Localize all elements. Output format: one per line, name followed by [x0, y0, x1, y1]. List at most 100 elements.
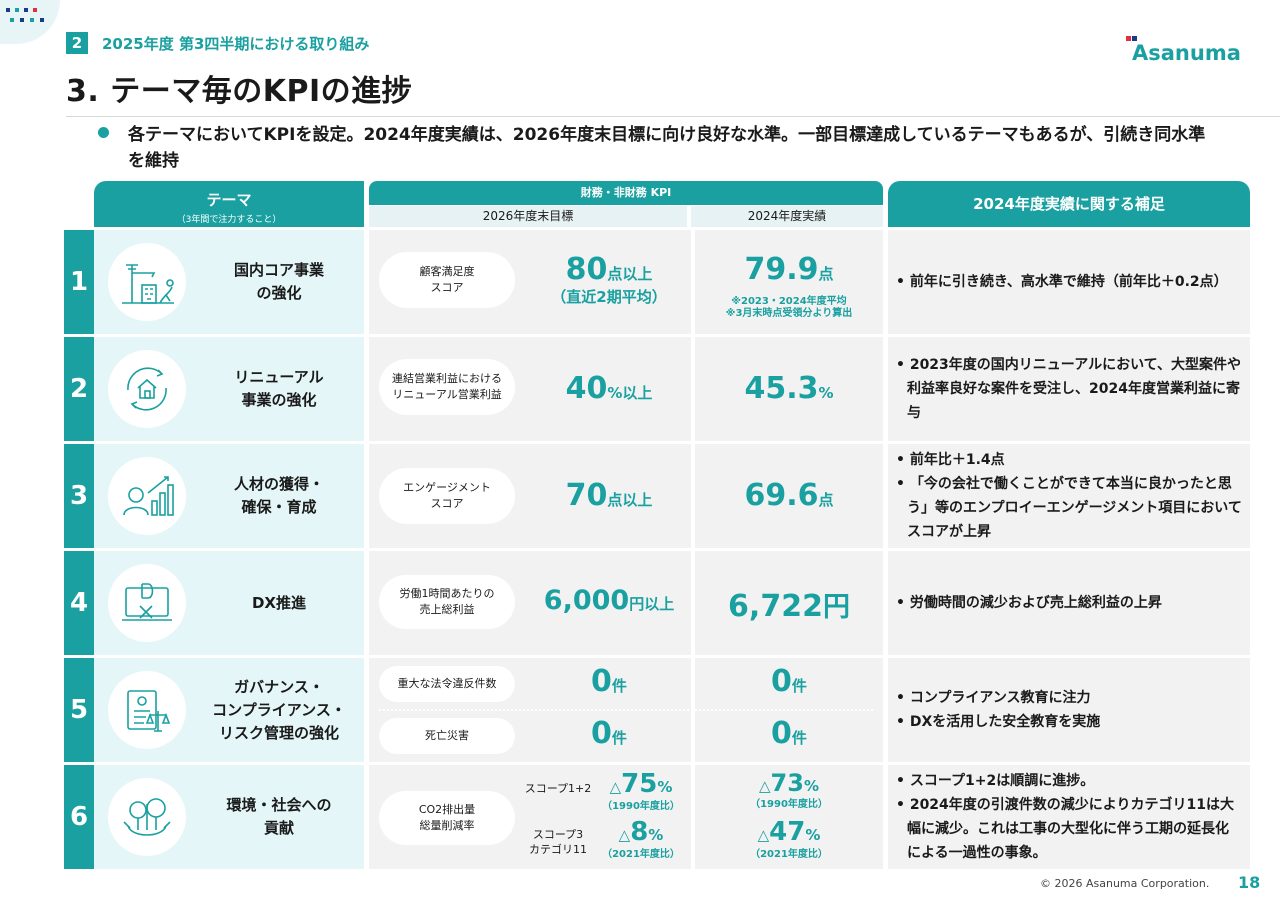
target-number: 6,000	[543, 585, 630, 616]
kpi-cell: エンゲージメント スコア 70点以上 69.6点	[369, 444, 883, 548]
note-line: • 2024年度の引渡件数の減少によりカテゴリ11は大幅に減少。これは工事の大型…	[896, 797, 1234, 861]
section-title: 2025年度 第3四半期における取り組み	[102, 35, 370, 53]
delta-mark: △	[757, 826, 770, 844]
kpi-label: 労働1時間あたりの 売上総利益	[379, 575, 515, 629]
actual-value: △73%	[695, 769, 883, 797]
kpi-cell: 重大な法令違反件数 死亡災害 0件 0件 0件 0件	[369, 658, 883, 762]
actual-number: 73	[770, 769, 804, 797]
note-line: • DXを活用した安全教育を実施	[896, 714, 1101, 730]
divider	[691, 444, 695, 548]
target-value: △8%	[595, 817, 687, 847]
actual-value: 79.9点	[695, 252, 883, 287]
eco-tree-icon	[123, 798, 171, 836]
actual-value: 0件	[695, 664, 883, 699]
actual-sub: （2021年度比）	[750, 849, 828, 860]
note-cell: • スコープ1+2は順調に進捗。 • 2024年度の引渡件数の減少によりカテゴリ…	[888, 765, 1250, 869]
kpi-label: CO2排出量 総量削減率	[379, 791, 515, 845]
header-actual: 2024年度実績	[691, 206, 883, 227]
target-number: 40	[565, 371, 608, 406]
icon-wrapper	[108, 243, 186, 321]
target-unit: 件	[611, 677, 627, 695]
corner-decoration	[0, 0, 60, 44]
note-cell: • 労働時間の減少および売上総利益の上昇	[888, 551, 1250, 655]
kpi-cell: 顧客満足度 スコア 80点以上 （直近2期平均） 79.9点 ※2023・202…	[369, 230, 883, 334]
dots-decoration	[6, 8, 50, 28]
section-number: 2	[66, 32, 88, 54]
actual-number: 6,722	[728, 589, 823, 624]
row-number: 6	[64, 765, 94, 869]
header-theme-sub: （3年間で注力すること）	[176, 215, 282, 225]
note-cell: • コンプライアンス教育に注力 • DXを活用した安全教育を実施	[888, 658, 1250, 762]
actual-unit: 点	[818, 491, 834, 509]
house-renewal-icon	[127, 367, 167, 411]
target-unit: %	[657, 778, 673, 796]
header-theme: テーマ （3年間で注力すること）	[94, 181, 364, 227]
icon-wrapper	[108, 564, 186, 642]
actual-unit: %	[818, 384, 834, 402]
icon-wrapper	[108, 778, 186, 856]
table-row: 1 国内コア事業 の強化 顧客満足度 スコア 80点以上 （直近2期平均） 79…	[64, 230, 1250, 334]
actual-unit: %	[805, 826, 821, 844]
note-line: • 前年比＋1.4点	[896, 452, 1005, 468]
row-number: 1	[64, 230, 94, 334]
actual-number: 47	[769, 817, 806, 847]
note-line: • スコープ1+2は順調に進捗。	[896, 773, 1095, 789]
actual-number: 45.3	[744, 371, 819, 406]
kpi-label: 顧客満足度 スコア	[379, 252, 515, 308]
actual-number: 79.9	[744, 252, 819, 287]
header-note: 2024年度実績に関する補足	[888, 181, 1250, 227]
header-kpi: 財務・非財務 KPI	[369, 181, 883, 205]
lead-text: 各テーマにおいてKPIを設定。2024年度実績は、2026年度末目標に向け良好な…	[128, 125, 1206, 171]
actual-sub: （1990年度比）	[750, 799, 828, 810]
page-title: 3. テーマ毎のKPIの進捗	[66, 74, 413, 109]
target-value: 6,000円以上	[521, 585, 697, 616]
note-line: • 労働時間の減少および売上総利益の上昇	[896, 595, 1162, 611]
target-sub: （2021年度比）	[602, 849, 680, 860]
logo-text: Asanuma	[1132, 41, 1241, 65]
theme-cell: DX推進	[94, 551, 364, 655]
kpi-cell: 労働1時間あたりの 売上総利益 6,000円以上 6,722円	[369, 551, 883, 655]
actual-unit: 件	[791, 729, 807, 747]
table-row: 4 DX推進 労働1時間あたりの 売上総利益 6,000円以上 6,722円 •…	[64, 551, 1250, 655]
page-number: 18	[1238, 873, 1261, 892]
actual-number: 69.6	[744, 478, 819, 513]
kpi-cell: 連結営業利益における リニューアル営業利益 40%以上 45.3%	[369, 337, 883, 441]
target-number: 8	[630, 817, 649, 847]
actual-value: 69.6点	[695, 478, 883, 513]
theme-cell: 国内コア事業 の強化	[94, 230, 364, 334]
delta-mark: △	[609, 778, 622, 796]
actual-value: △47%	[695, 817, 883, 847]
note-line: • コンプライアンス教育に注力	[896, 690, 1091, 706]
divider	[691, 337, 695, 441]
logo-mark-icon	[1126, 36, 1137, 41]
target-number: 80	[565, 252, 608, 287]
actual-value: 6,722円	[695, 585, 883, 624]
theme-cell: リニューアル 事業の強化	[94, 337, 364, 441]
actual-value: 0件	[695, 716, 883, 751]
theme-name: 環境・社会への 貢献	[226, 796, 332, 837]
kpi-label: エンゲージメント スコア	[379, 468, 515, 524]
target-unit: 円以上	[629, 595, 675, 613]
theme-name: リニューアル 事業の強化	[234, 368, 324, 409]
kpi-label: 連結営業利益における リニューアル営業利益	[379, 359, 515, 415]
theme-cell: 環境・社会への 貢献	[94, 765, 364, 869]
note-cell: • 前年に引き続き、高水準で維持（前年比＋0.2点）	[888, 230, 1250, 334]
target-number: 0	[591, 716, 612, 751]
theme-name: DX推進	[251, 593, 307, 612]
divider	[691, 765, 695, 869]
actual-unit: %	[803, 777, 819, 795]
target-unit: 点以上	[607, 491, 653, 509]
target-value: △75%	[595, 769, 687, 799]
note-line: • 前年に引き続き、高水準で維持（前年比＋0.2点）	[896, 274, 1228, 290]
header-target: 2026年度末目標	[369, 206, 687, 227]
icon-wrapper	[108, 350, 186, 428]
target-unit: %	[648, 826, 664, 844]
target-value: 0件	[529, 716, 689, 751]
bullet-icon	[98, 127, 109, 138]
scope-label: スコープ1+2	[524, 782, 592, 795]
icon-wrapper	[108, 671, 186, 749]
target-value: 0件	[529, 664, 689, 699]
actual-number: 0	[771, 716, 792, 751]
theme-name: 人材の獲得・ 確保・育成	[233, 475, 324, 516]
target-unit: 件	[611, 729, 627, 747]
